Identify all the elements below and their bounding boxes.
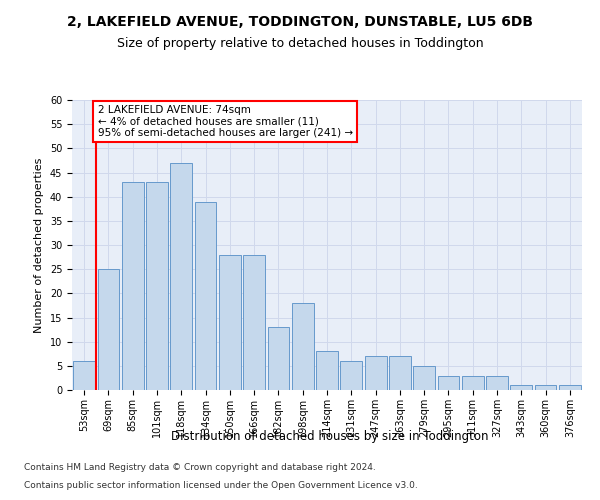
Bar	[365, 356, 386, 390]
Y-axis label: Number of detached properties: Number of detached properties	[34, 158, 44, 332]
Bar	[559, 385, 581, 390]
Text: 2 LAKEFIELD AVENUE: 74sqm
← 4% of detached houses are smaller (11)
95% of semi-d: 2 LAKEFIELD AVENUE: 74sqm ← 4% of detach…	[97, 105, 353, 138]
Bar	[73, 361, 95, 390]
Bar	[97, 269, 119, 390]
Bar	[316, 352, 338, 390]
Bar	[219, 254, 241, 390]
Text: Size of property relative to detached houses in Toddington: Size of property relative to detached ho…	[116, 38, 484, 51]
Bar	[194, 202, 217, 390]
Bar	[389, 356, 411, 390]
Bar	[268, 327, 289, 390]
Text: Distribution of detached houses by size in Toddington: Distribution of detached houses by size …	[171, 430, 489, 443]
Bar	[437, 376, 460, 390]
Bar	[511, 385, 532, 390]
Bar	[413, 366, 435, 390]
Bar	[170, 163, 192, 390]
Bar	[243, 254, 265, 390]
Bar	[535, 385, 556, 390]
Text: Contains public sector information licensed under the Open Government Licence v3: Contains public sector information licen…	[24, 481, 418, 490]
Bar	[340, 361, 362, 390]
Bar	[292, 303, 314, 390]
Text: Contains HM Land Registry data © Crown copyright and database right 2024.: Contains HM Land Registry data © Crown c…	[24, 464, 376, 472]
Bar	[122, 182, 143, 390]
Bar	[146, 182, 168, 390]
Bar	[462, 376, 484, 390]
Bar	[486, 376, 508, 390]
Text: 2, LAKEFIELD AVENUE, TODDINGTON, DUNSTABLE, LU5 6DB: 2, LAKEFIELD AVENUE, TODDINGTON, DUNSTAB…	[67, 15, 533, 29]
